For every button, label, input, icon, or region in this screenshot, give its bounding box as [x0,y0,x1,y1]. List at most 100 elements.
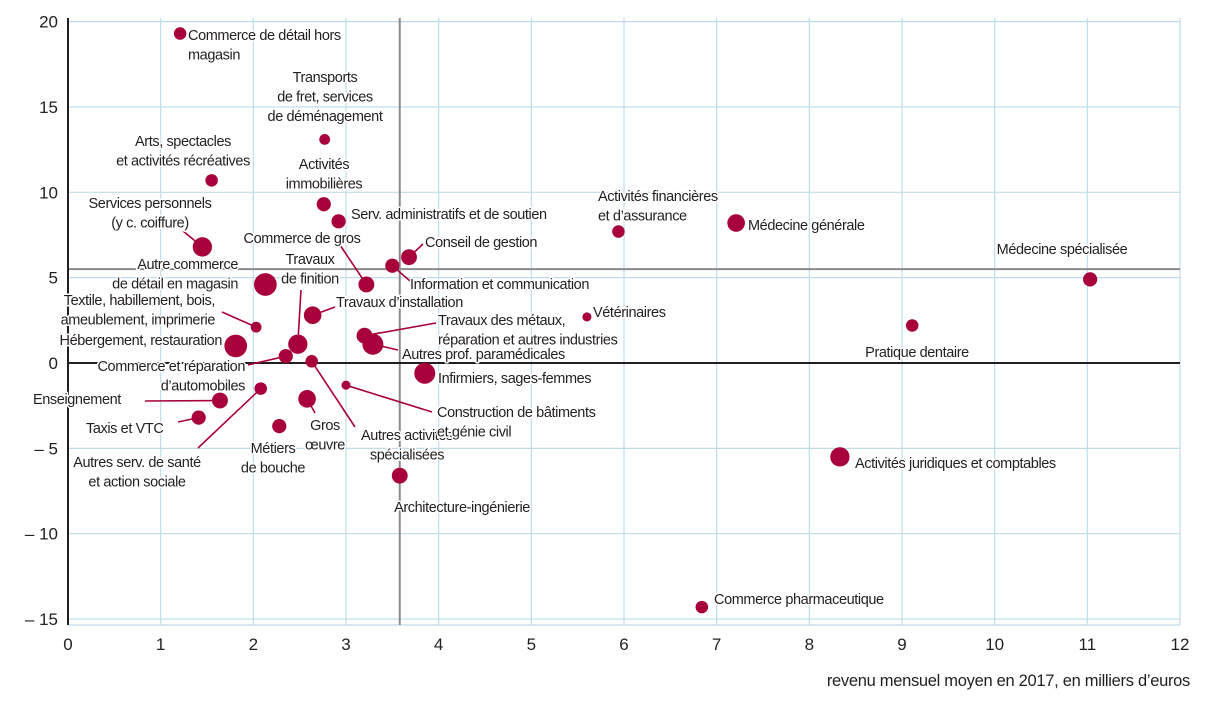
point-label: Autre commerce de détail en magasin [112,257,238,293]
point-label-line: Textile, habillement, bois, [64,293,215,309]
leader-lines [144,230,437,449]
point-label: Conseil de gestion [425,235,537,251]
point-label-line: Transports [293,70,358,86]
leader-line [345,384,433,413]
data-point [905,319,919,332]
x-axis-label: revenu mensuel moyen en 2017, en millier… [827,672,1190,690]
point-label-line: œuvre [305,438,345,454]
point-label: Activités juridiques et comptables [855,456,1056,472]
point-label: Taxis et VTC [86,421,163,437]
data-point [695,600,709,614]
data-point [298,390,316,408]
point-label-line: Autres serv. de santé [73,455,201,471]
point-label: Commerce et réparation d’automobiles [97,359,245,395]
point-label: Autres activités spécialisées [361,428,453,464]
point-label: Arts, spectacles et activités récréatives [116,134,250,170]
x-tick-label: 10 [985,635,1004,654]
data-point [341,380,351,390]
data-point [191,410,206,425]
point-label-line: Commerce pharmaceutique [714,592,884,608]
point-label-line: immobilières [286,177,363,193]
point-label-line: Activités financières [598,189,718,205]
data-point [401,249,417,266]
data-point [830,447,850,467]
point-label-line: Enseignement [33,392,121,408]
data-point [250,321,262,333]
data-point [362,333,384,355]
point-label: Transports de fret, services de déménageme… [268,70,383,125]
point-label-line: de finition [281,272,339,288]
point-label-line: de déménagement [268,109,383,125]
point-label-line: (y c. coiffure) [111,216,189,232]
point-label: Métiers de bouche [241,441,305,477]
data-point [254,382,267,395]
x-tick-label: 4 [434,635,443,654]
point-label-line: Gros [310,418,340,434]
data-point [391,467,408,484]
x-tick-label: 5 [527,635,536,654]
y-tick-label: 10 [39,183,58,202]
data-point [272,419,287,434]
data-point [224,334,248,358]
x-tick-label: 8 [805,635,814,654]
point-labels: Commerce de détail hors magasin Transports… [32,27,1130,610]
y-tick-label: – 10 [25,525,58,544]
data-point [192,237,213,257]
point-label-line: et activités récréatives [116,154,250,170]
point-label-line: Construction de bâtiments [437,405,596,421]
point-label-line: Métiers [251,441,296,457]
data-point [212,392,228,409]
point-label-line: Travaux [285,252,335,268]
point-label-line: magasin [188,48,240,64]
point-label: Enseignement [33,392,121,408]
point-label-line: ameublement, imprimerie [61,313,216,329]
x-tick-label: 12 [1171,635,1190,654]
point-label-line: Autres prof. paramédicales [402,347,565,363]
data-point [173,27,187,40]
point-label-line: et d’assurance [598,209,687,225]
point-label: Commerce de détail hors magasin [188,28,341,64]
data-point [303,306,322,325]
point-label-line: Serv. administratifs et de soutien [351,207,547,223]
point-label: Travaux d’installation [336,295,463,311]
x-tick-label: 2 [249,635,258,654]
point-label-line: Architecture-ingénierie [394,500,530,516]
point-label: Travaux de finition [281,252,339,288]
point-label-line: Autres activités [361,428,453,444]
point-label: Construction de bâtiments et génie civil [437,405,596,441]
point-label: Hébergement, restauration [60,333,223,349]
data-point [1083,272,1098,287]
y-tick-label: 15 [39,98,58,117]
point-label-line: réparation et autres industries [438,333,618,349]
point-label: Infirmiers, sages-femmes [438,371,591,387]
point-label-line: Information et communication [410,277,589,293]
grid [68,18,1181,626]
point-label-line: d’automobiles [161,379,245,395]
y-tick-label: – 15 [25,610,58,629]
x-tick-label: 6 [619,635,628,654]
point-label: Vétérinaires [593,305,666,321]
point-label-line: et action sociale [88,475,186,491]
point-label-line: Commerce de gros [244,231,361,247]
data-point [254,273,277,296]
point-label-line: Commerce et réparation [97,359,245,375]
point-label-line: Médecine générale [748,218,865,234]
point-label: Travaux des métaux, réparation et autres … [438,313,618,349]
point-label-line: Médecine spécialisée [997,242,1128,258]
point-label: Autres serv. de santé et action sociale [73,455,201,491]
point-label-line: Conseil de gestion [425,235,537,251]
point-label: Serv. administratifs et de soutien [351,207,547,223]
point-label: Médecine générale [748,218,865,234]
point-label-line: de bouche [241,461,305,477]
data-point [612,225,625,238]
point-label: Architecture-ingénierie [394,500,530,516]
data-point [385,258,400,273]
point-label: Autres prof. paramédicales [402,347,565,363]
data-point [331,214,346,229]
points [173,27,1098,614]
point-label: Commerce pharmaceutique [714,592,884,608]
point-label-line: spécialisées [370,448,444,464]
point-label-line: Activités juridiques et comptables [855,456,1056,472]
point-label-line: Services personnels [89,196,212,212]
data-point [278,349,293,364]
